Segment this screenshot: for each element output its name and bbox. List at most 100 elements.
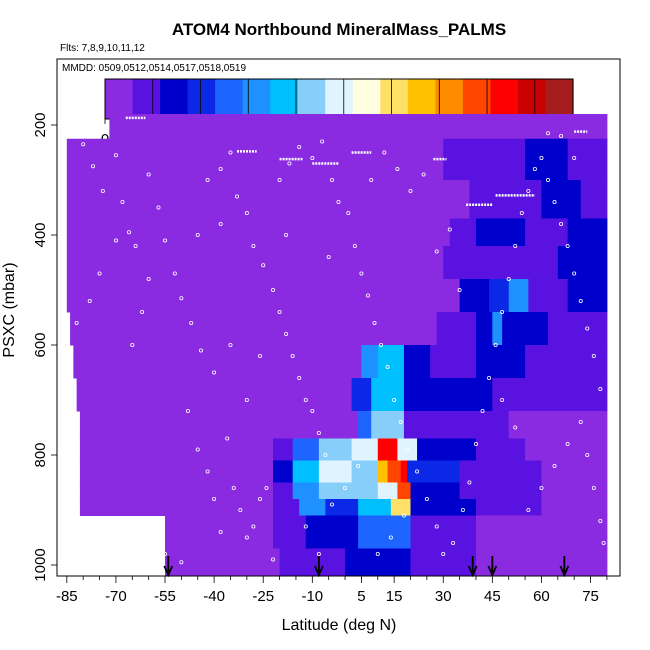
track-point xyxy=(369,177,374,182)
heatmap-cell xyxy=(351,460,379,483)
heatmap-cell xyxy=(525,438,608,461)
track-point xyxy=(372,320,377,325)
track-point xyxy=(87,298,92,303)
track-point xyxy=(398,419,403,424)
heatmap-cell xyxy=(502,180,542,219)
chart-title: ATOM4 Northbound MineralMass_PALMS xyxy=(172,20,506,39)
heatmap-cell xyxy=(541,378,608,412)
heatmap-cell xyxy=(443,138,526,181)
track-point xyxy=(100,188,105,193)
track-point xyxy=(473,441,478,446)
track-point xyxy=(392,397,397,402)
axes: -85 -70 -55 -40 -25 -10 5 15 30 45 60 75 200 400 600 80… xyxy=(32,58,621,605)
heatmap-cell xyxy=(377,482,398,500)
track-point xyxy=(287,161,292,166)
x-tick-label: -85 xyxy=(56,588,78,605)
colorbar-swatch xyxy=(187,79,216,119)
heatmap-cell xyxy=(273,438,294,461)
heatmap-cell xyxy=(273,460,294,483)
x-tick-label: -40 xyxy=(203,588,225,605)
track-point xyxy=(451,541,456,546)
heatmap-cell xyxy=(492,312,503,346)
track-point xyxy=(244,535,249,540)
heatmap-cell xyxy=(475,312,493,346)
heatmap-cell xyxy=(410,482,461,500)
heatmap-cell xyxy=(66,180,470,219)
track-point xyxy=(290,353,295,358)
track-point xyxy=(277,177,282,182)
colorbar-swatch xyxy=(297,79,326,119)
track-point xyxy=(326,254,331,259)
heatmap-cell xyxy=(525,345,608,379)
track-point xyxy=(179,560,184,565)
y-tick-label: 400 xyxy=(32,222,49,247)
x-tick-label: 45 xyxy=(484,588,501,605)
heatmap-cell xyxy=(397,438,418,461)
colorbar-swatch xyxy=(490,79,519,119)
track-point xyxy=(500,397,505,402)
flight-track-markers xyxy=(66,116,606,570)
heatmap-cell xyxy=(459,482,542,500)
heatmap-cell xyxy=(475,499,542,516)
track-point xyxy=(264,485,269,490)
track-point xyxy=(320,139,325,144)
track-point xyxy=(179,296,184,301)
flights-subtitle: Flts: 7,8,9,10,11,12 xyxy=(60,43,145,54)
y-tick-label: 800 xyxy=(32,442,49,467)
track-point xyxy=(218,166,223,171)
arrow-head xyxy=(467,565,478,578)
track-point xyxy=(457,287,462,292)
track-point xyxy=(447,227,452,232)
colorbar-swatch xyxy=(352,79,381,119)
track-point xyxy=(565,441,570,446)
heatmap-cell xyxy=(443,411,510,439)
heatmap-cell xyxy=(165,548,281,577)
heatmap-cell xyxy=(345,548,412,577)
track-point xyxy=(539,485,544,490)
heatmap-cell xyxy=(377,460,389,483)
heatmap-cell xyxy=(400,460,408,483)
track-point xyxy=(297,144,302,149)
track-point xyxy=(578,419,583,424)
track-point xyxy=(385,364,390,369)
heatmap-cell xyxy=(371,378,405,412)
colorbar-swatch xyxy=(132,79,161,119)
track-point xyxy=(434,524,439,529)
heatmap-cell xyxy=(70,312,438,346)
track-point xyxy=(559,133,564,138)
track-point xyxy=(401,513,406,518)
heatmap-cell xyxy=(449,218,477,247)
heatmap-cell xyxy=(525,138,569,181)
heatmap-cell xyxy=(475,515,608,549)
track-point xyxy=(228,150,233,155)
heatmap-cell xyxy=(79,482,166,500)
dates-subtitle: MMDD: 0509,0512,0514,0517,0518,0519 xyxy=(62,63,246,74)
x-tick-label: -55 xyxy=(154,588,176,605)
colorbar-swatch xyxy=(215,79,244,119)
x-axis-label: Latitude (deg N) xyxy=(282,617,397,634)
heatmap-cell xyxy=(73,345,362,379)
track-point xyxy=(572,271,577,276)
track-point xyxy=(591,353,596,358)
track-point xyxy=(526,188,531,193)
heatmap-cell xyxy=(76,378,353,412)
track-point xyxy=(212,496,217,501)
heatmap-cell xyxy=(318,460,353,483)
colorbar-swatch xyxy=(435,79,464,119)
track-point xyxy=(493,342,498,347)
heatmap-cell xyxy=(443,246,477,280)
heatmap-cell xyxy=(541,460,608,483)
track-point xyxy=(487,375,492,380)
heatmap-cell xyxy=(79,460,274,483)
heatmap-cell xyxy=(541,499,608,516)
track-point xyxy=(257,353,262,358)
heatmap-cell xyxy=(66,246,444,280)
track-point xyxy=(257,496,262,501)
heatmap-cell xyxy=(351,378,372,412)
colorbar-swatch xyxy=(407,79,436,119)
track-point xyxy=(97,271,102,276)
track-point xyxy=(343,485,348,490)
colorbar-swatch xyxy=(517,79,547,119)
track-point xyxy=(572,155,577,160)
colorbar-swatch xyxy=(242,79,271,119)
